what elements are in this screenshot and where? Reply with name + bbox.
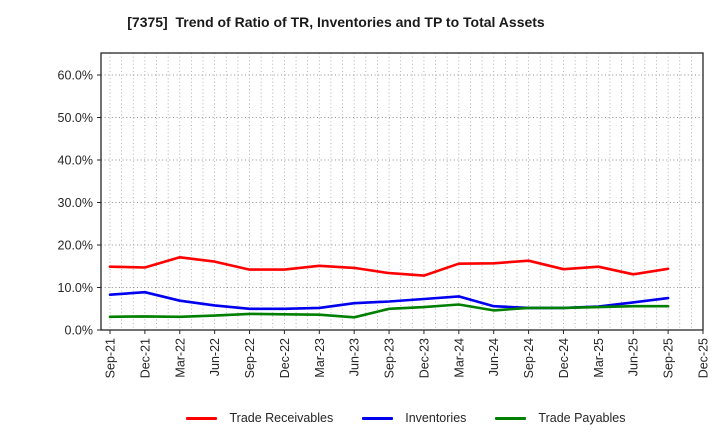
x-tick-label: Sep-24 — [522, 338, 536, 378]
x-tick-label: Sep-21 — [104, 338, 118, 378]
legend-label: Trade Payables — [538, 411, 626, 425]
x-tick-label: Dec-23 — [417, 338, 431, 378]
legend-line-swatch-inventories — [362, 416, 394, 420]
legend-item-inventories: Inventories — [362, 411, 466, 425]
chart-title: [7375] Trend of Ratio of TR, Inventories… — [127, 14, 545, 30]
series-line-trade-payables — [108, 303, 670, 319]
y-tick-label: 30.0% — [58, 196, 93, 210]
legend: Trade Receivables Inventories Trade Payabl… — [92, 406, 720, 430]
legend-item-trade-receivables: Trade Receivables — [186, 411, 333, 425]
x-tick-label: Dec-22 — [278, 338, 292, 378]
y-tick-label: 10.0% — [58, 281, 93, 295]
x-tick-label: Sep-25 — [662, 338, 676, 378]
y-tick-label: 60.0% — [58, 69, 93, 83]
series-line-trade-receivables — [108, 255, 670, 277]
y-tick-label: 20.0% — [58, 239, 93, 253]
x-tick-label: Jun-25 — [627, 338, 641, 376]
y-tick-label: 40.0% — [58, 154, 93, 168]
legend-line-swatch-trade-payables — [495, 416, 527, 420]
y-tick-label: 50.0% — [58, 111, 93, 125]
x-tick-label: Sep-23 — [383, 338, 397, 378]
legend-label: Trade Receivables — [229, 411, 334, 425]
x-tick-label: Mar-24 — [452, 338, 466, 378]
x-tick-label: Dec-25 — [697, 338, 711, 378]
x-tick-label: Mar-22 — [173, 338, 187, 378]
x-tick-label: Jun-22 — [208, 338, 222, 376]
legend-item-trade-payables: Trade Payables — [495, 411, 626, 425]
x-tick-label: Dec-21 — [138, 338, 152, 378]
plot-border — [100, 52, 704, 331]
legend-line-swatch-trade-receivables — [186, 416, 218, 420]
legend-label: Inventories — [405, 411, 467, 425]
y-tick-label: 0.0% — [65, 324, 94, 338]
x-tick-label: Mar-23 — [313, 338, 327, 378]
x-tick-label: Mar-25 — [592, 338, 606, 378]
x-tick-label: Sep-22 — [243, 338, 257, 378]
x-tick-label: Jun-23 — [348, 338, 362, 376]
x-tick-label: Dec-24 — [557, 338, 571, 378]
x-tick-label: Jun-24 — [487, 338, 501, 376]
